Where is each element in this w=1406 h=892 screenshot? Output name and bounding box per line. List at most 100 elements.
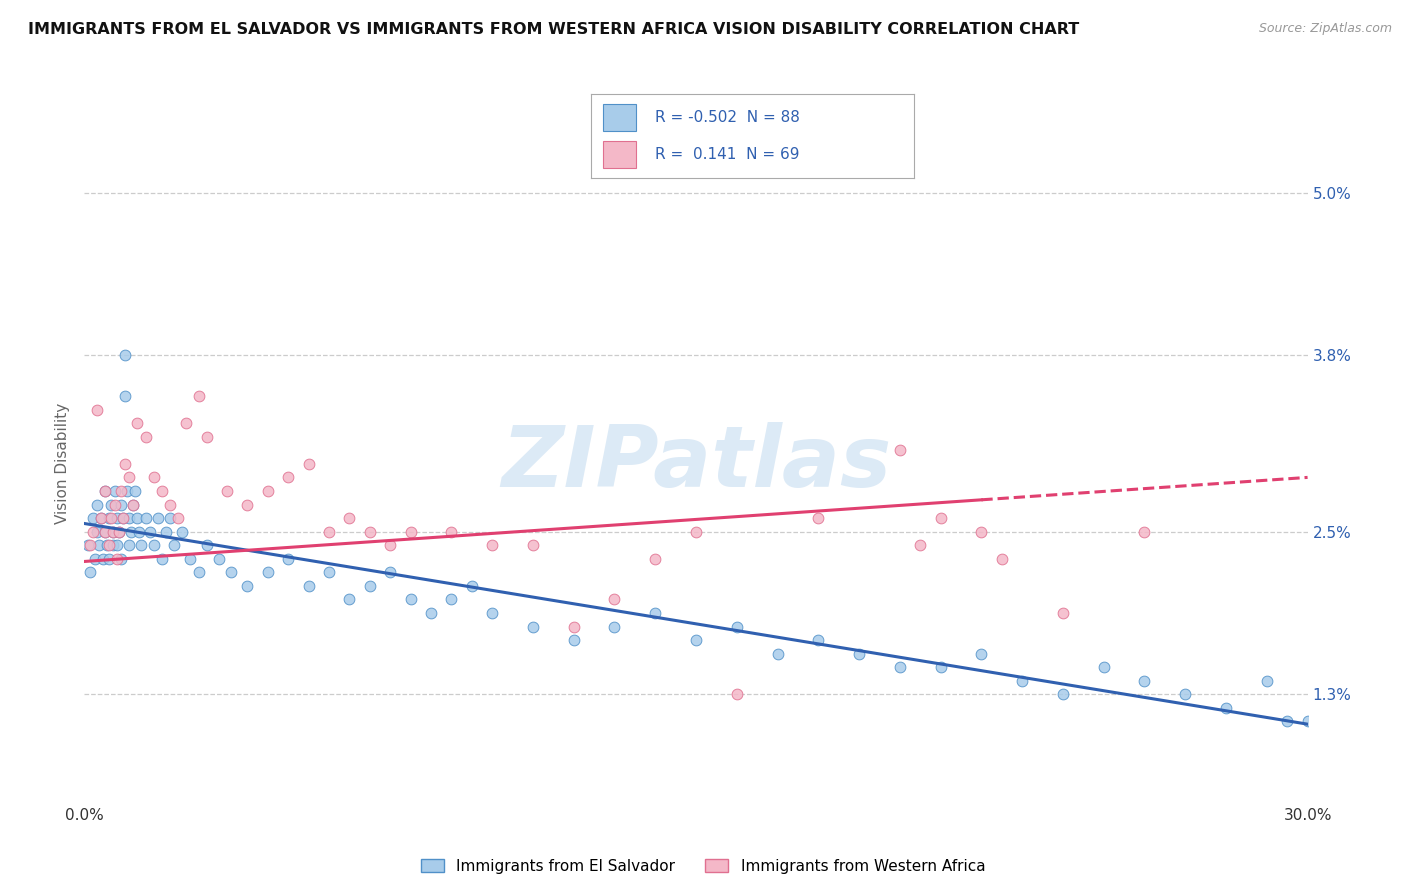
- Point: [101, 524, 124, 539]
- Point: [127, 511, 149, 525]
- Point: [122, 498, 145, 512]
- Point: [167, 511, 190, 525]
- Point: [766, 647, 789, 661]
- Point: [91, 551, 114, 566]
- Point: [124, 483, 146, 498]
- Point: [603, 619, 626, 633]
- Text: R = -0.502  N = 88: R = -0.502 N = 88: [655, 110, 800, 125]
- Point: [807, 633, 830, 648]
- Point: [1215, 701, 1237, 715]
- Point: [90, 511, 112, 525]
- Point: [318, 566, 340, 580]
- Point: [399, 592, 422, 607]
- Text: Source: ZipAtlas.com: Source: ZipAtlas.com: [1258, 22, 1392, 36]
- Point: [339, 592, 360, 607]
- Bar: [603, 103, 636, 131]
- Point: [104, 498, 127, 512]
- Point: [440, 592, 463, 607]
- Point: [135, 430, 157, 444]
- Point: [114, 457, 136, 471]
- Point: [97, 551, 120, 566]
- Point: [1092, 660, 1115, 674]
- Point: [380, 566, 402, 580]
- Point: [159, 498, 181, 512]
- Point: [359, 524, 381, 539]
- Point: [112, 511, 135, 525]
- Point: [135, 511, 157, 525]
- Point: [150, 551, 173, 566]
- Point: [236, 579, 259, 593]
- Point: [208, 551, 231, 566]
- Point: [257, 566, 280, 580]
- Point: [685, 524, 707, 539]
- Point: [93, 524, 115, 539]
- Point: [481, 538, 503, 552]
- Point: [219, 566, 242, 580]
- Point: [562, 619, 585, 633]
- Point: [97, 511, 120, 525]
- Point: [122, 498, 145, 512]
- Point: [908, 538, 931, 552]
- Point: [93, 483, 115, 498]
- Point: [127, 416, 149, 430]
- Point: [118, 470, 141, 484]
- Point: [118, 538, 141, 552]
- Point: [159, 511, 181, 525]
- Point: [848, 647, 870, 661]
- Point: [100, 498, 122, 512]
- Point: [118, 511, 141, 525]
- Point: [420, 606, 443, 620]
- Point: [110, 551, 132, 566]
- Point: [461, 579, 484, 593]
- Point: [1011, 673, 1033, 688]
- Point: [112, 511, 135, 525]
- Point: [100, 511, 122, 525]
- Point: [481, 606, 503, 620]
- Point: [1296, 714, 1319, 729]
- Point: [86, 402, 108, 417]
- Point: [562, 633, 585, 648]
- Point: [142, 470, 165, 484]
- Point: [82, 524, 104, 539]
- Point: [725, 619, 748, 633]
- Text: IMMIGRANTS FROM EL SALVADOR VS IMMIGRANTS FROM WESTERN AFRICA VISION DISABILITY : IMMIGRANTS FROM EL SALVADOR VS IMMIGRANT…: [28, 22, 1080, 37]
- Point: [172, 524, 194, 539]
- Point: [179, 551, 201, 566]
- Legend: Immigrants from El Salvador, Immigrants from Western Africa: Immigrants from El Salvador, Immigrants …: [415, 853, 991, 880]
- Point: [929, 511, 952, 525]
- Point: [110, 498, 132, 512]
- Point: [101, 524, 124, 539]
- Text: R =  0.141  N = 69: R = 0.141 N = 69: [655, 147, 800, 162]
- Point: [83, 551, 105, 566]
- Point: [889, 660, 911, 674]
- Point: [108, 524, 131, 539]
- Point: [150, 483, 173, 498]
- Point: [96, 538, 118, 552]
- Point: [1052, 606, 1074, 620]
- Point: [108, 524, 131, 539]
- Point: [889, 443, 911, 458]
- Point: [1277, 714, 1299, 729]
- Point: [86, 498, 108, 512]
- Point: [97, 538, 120, 552]
- Point: [929, 660, 952, 674]
- Point: [644, 606, 666, 620]
- Point: [90, 511, 112, 525]
- Point: [82, 511, 104, 525]
- Point: [1174, 687, 1197, 701]
- Point: [1133, 524, 1156, 539]
- Point: [105, 551, 128, 566]
- Point: [318, 524, 340, 539]
- Point: [1256, 673, 1278, 688]
- Point: [114, 348, 136, 362]
- Point: [644, 551, 666, 566]
- Y-axis label: Vision Disability: Vision Disability: [55, 403, 70, 524]
- Point: [236, 498, 259, 512]
- Point: [142, 538, 165, 552]
- Point: [195, 538, 218, 552]
- Point: [131, 538, 153, 552]
- Point: [685, 633, 707, 648]
- Point: [87, 538, 110, 552]
- Bar: [603, 141, 636, 169]
- Point: [339, 511, 360, 525]
